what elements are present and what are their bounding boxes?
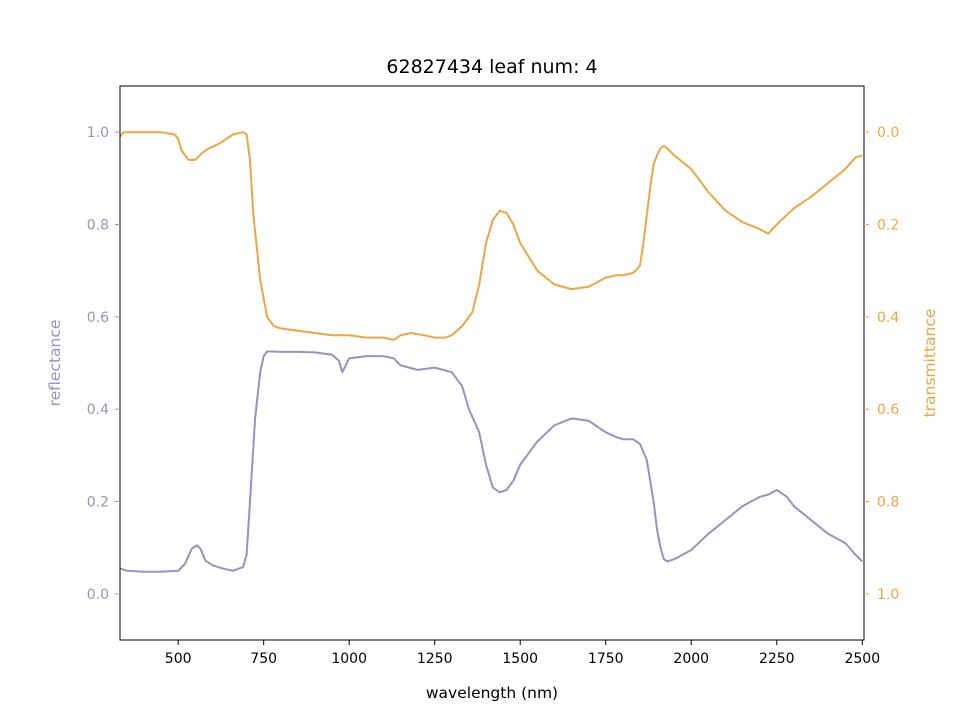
x-tick-label: 750 — [250, 651, 277, 667]
x-tick-label: 2250 — [759, 651, 795, 667]
y-left-tick-label: 1.0 — [87, 125, 109, 141]
x-tick-label: 1500 — [502, 651, 538, 667]
x-axis: 500 750 1000 1250 1500 1750 2000 2250 2500 — [165, 640, 880, 667]
y-right-tick-label: 0.6 — [877, 402, 899, 418]
reflectance-line — [119, 350, 864, 573]
chart-title: 62827434 leaf num: 4 — [386, 56, 597, 78]
y-left-tick-label: 0.6 — [87, 310, 109, 326]
y-axis-right-label: transmittance — [921, 309, 939, 418]
x-tick-label: 1000 — [331, 651, 367, 667]
y-axis-right: 0.0 0.2 0.4 0.6 0.8 1.0 — [864, 125, 899, 603]
x-tick-label: 2500 — [844, 651, 880, 667]
y-left-tick-label: 0.2 — [87, 495, 109, 511]
y-right-tick-label: 0.0 — [877, 125, 899, 141]
y-right-tick-label: 0.8 — [877, 495, 899, 511]
y-left-tick-label: 0.4 — [87, 402, 109, 418]
y-right-tick-label: 1.0 — [877, 587, 899, 603]
series-layer — [119, 131, 864, 573]
x-tick-label: 1250 — [417, 651, 453, 667]
y-left-tick-label: 0.0 — [87, 587, 109, 603]
x-tick-label: 2000 — [673, 651, 709, 667]
x-axis-label: wavelength (nm) — [426, 684, 558, 702]
x-tick-label: 500 — [165, 651, 192, 667]
y-right-tick-label: 0.4 — [877, 310, 899, 326]
plot-frame — [119, 85, 865, 641]
plot-area — [119, 85, 865, 641]
y-right-tick-label: 0.2 — [877, 218, 899, 234]
y-axis-left: 0.0 0.2 0.4 0.6 0.8 1.0 — [87, 125, 120, 603]
y-left-tick-label: 0.8 — [87, 218, 109, 234]
transmittance-line — [119, 131, 863, 341]
x-tick-label: 1750 — [588, 651, 624, 667]
y-axis-left-label: reflectance — [46, 320, 64, 407]
